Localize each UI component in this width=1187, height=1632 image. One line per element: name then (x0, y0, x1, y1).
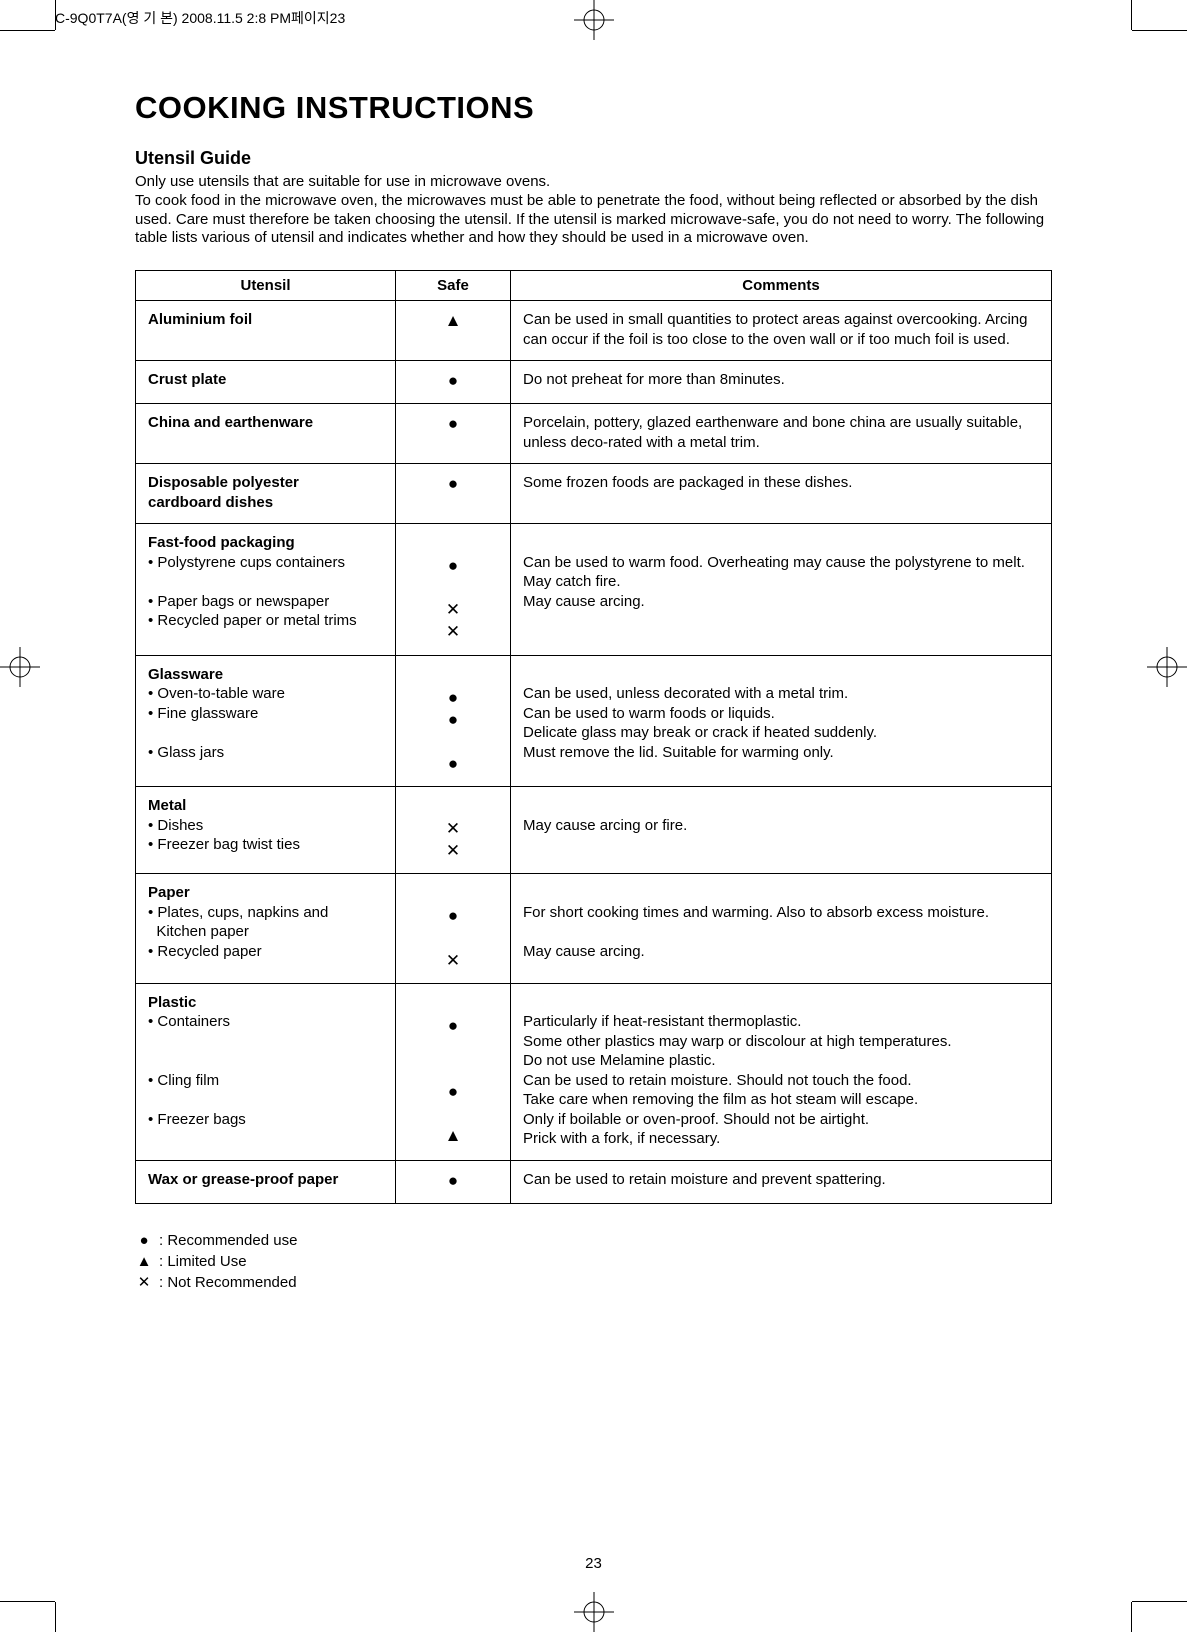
table-row: Fast-food packaging• Polystyrene cups co… (136, 524, 1052, 655)
legend-item: ✕ : Not Recommended (135, 1272, 1052, 1293)
utensil-cell: Crust plate (136, 361, 395, 401)
table-row: Aluminium foil▲Can be used in small quan… (136, 301, 1052, 361)
recommended-icon: ● (135, 1230, 153, 1251)
intro-line: To cook food in the microwave oven, the … (135, 192, 1052, 248)
comment-cell: Some frozen foods are packaged in these … (511, 464, 1051, 504)
utensil-cell: Metal• Dishes• Freezer bag twist ties (136, 787, 395, 866)
table-row: Disposable polyestercardboard dishes●Som… (136, 464, 1052, 524)
limited-icon: ▲ (135, 1251, 153, 1272)
table-row: Paper• Plates, cups, napkins and Kitchen… (136, 874, 1052, 983)
table-row: Crust plate●Do not preheat for more than… (136, 361, 1052, 404)
intro-line: Only use utensils that are suitable for … (135, 173, 1052, 192)
table-row: Glassware• Oven-to-table ware• Fine glas… (136, 655, 1052, 786)
legend-label: : Recommended use (159, 1230, 297, 1251)
safe-cell: ● (396, 1161, 510, 1203)
utensil-cell: China and earthenware (136, 404, 395, 444)
not-recommended-icon: ✕ (135, 1272, 153, 1293)
safe-cell: ● (396, 361, 510, 403)
utensil-cell: Paper• Plates, cups, napkins and Kitchen… (136, 874, 395, 972)
safe-cell: ▲ (396, 301, 510, 343)
safe-cell: ●✕✕ (396, 524, 510, 654)
comment-cell: For short cooking times and warming. Als… (511, 874, 1051, 972)
safe-cell: ●✕ (396, 874, 510, 982)
safe-cell: ●●▲ (396, 984, 510, 1159)
print-header: C-9Q0T7A(영 기 본) 2008.11.5 2:8 PM페이지23 (55, 8, 345, 28)
comment-cell: May cause arcing or fire. (511, 787, 1051, 846)
crop-mark (0, 1601, 55, 1602)
comment-cell: Do not preheat for more than 8minutes. (511, 361, 1051, 401)
comment-cell: Can be used to warm food. Overheating ma… (511, 524, 1051, 622)
utensil-cell: Wax or grease-proof paper (136, 1161, 395, 1201)
table-row: China and earthenware●Porcelain, pottery… (136, 404, 1052, 464)
safe-cell: ● (396, 404, 510, 446)
utensil-table: Utensil Safe Comments Aluminium foil▲Can… (135, 270, 1052, 1204)
legend: ● : Recommended use ▲ : Limited Use ✕ : … (135, 1230, 1052, 1293)
safe-cell: ● (396, 464, 510, 506)
comment-cell: Can be used, unless decorated with a met… (511, 656, 1051, 774)
utensil-cell: Glassware• Oven-to-table ware• Fine glas… (136, 656, 395, 774)
registration-mark-icon (574, 0, 614, 40)
comment-cell: Porcelain, pottery, glazed earthenware a… (511, 404, 1051, 463)
col-header-utensil: Utensil (136, 271, 396, 301)
section-subtitle: Utensil Guide (135, 148, 1052, 169)
page-title: COOKING INSTRUCTIONS (135, 90, 1052, 126)
crop-mark (1131, 1602, 1132, 1632)
crop-mark (1132, 30, 1187, 31)
crop-mark (55, 1602, 56, 1632)
comment-cell: Particularly if heat-resistant thermopla… (511, 984, 1051, 1160)
registration-mark-icon (0, 647, 40, 687)
table-row: Metal• Dishes• Freezer bag twist ties✕✕M… (136, 787, 1052, 874)
intro-text: Only use utensils that are suitable for … (135, 173, 1052, 248)
utensil-cell: Plastic• Containers• Cling film• Freezer… (136, 984, 395, 1141)
registration-mark-icon (1147, 647, 1187, 687)
col-header-comments: Comments (511, 271, 1052, 301)
legend-label: : Not Recommended (159, 1272, 297, 1293)
crop-mark (0, 30, 55, 31)
page-number: 23 (585, 1555, 602, 1572)
registration-mark-icon (574, 1592, 614, 1632)
legend-item: ● : Recommended use (135, 1230, 1052, 1251)
crop-mark (1131, 0, 1132, 30)
comment-cell: Can be used to retain moisture and preve… (511, 1161, 1051, 1201)
table-row: Plastic• Containers• Cling film• Freezer… (136, 983, 1052, 1160)
col-header-safe: Safe (396, 271, 511, 301)
utensil-cell: Disposable polyestercardboard dishes (136, 464, 395, 523)
comment-cell: Can be used in small quantities to prote… (511, 301, 1051, 360)
legend-item: ▲ : Limited Use (135, 1251, 1052, 1272)
table-row: Wax or grease-proof paper●Can be used to… (136, 1160, 1052, 1203)
utensil-cell: Aluminium foil (136, 301, 395, 341)
legend-label: : Limited Use (159, 1251, 247, 1272)
utensil-cell: Fast-food packaging• Polystyrene cups co… (136, 524, 395, 642)
safe-cell: ●●● (396, 656, 510, 786)
safe-cell: ✕✕ (396, 787, 510, 873)
crop-mark (1132, 1601, 1187, 1602)
page-content: COOKING INSTRUCTIONS Utensil Guide Only … (135, 90, 1052, 1293)
